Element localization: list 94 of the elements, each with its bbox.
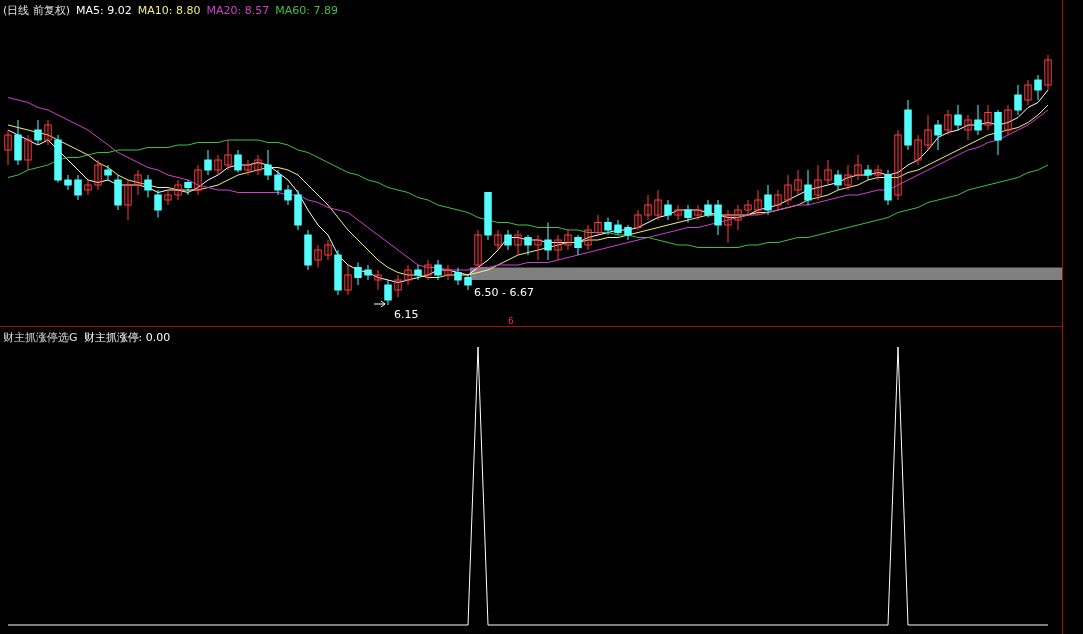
candlestick [284, 184, 292, 206]
candlestick [574, 234, 582, 256]
candlestick [174, 179, 182, 201]
candlestick [534, 234, 542, 261]
candlestick [744, 199, 752, 216]
candlestick [984, 104, 992, 131]
candlestick [554, 234, 562, 261]
candlestick [1044, 54, 1052, 91]
candlestick [834, 169, 842, 191]
candlestick [774, 189, 782, 211]
candlestick [264, 149, 272, 181]
candlestick [1034, 74, 1042, 101]
candlestick [424, 259, 432, 281]
candlestick [1024, 79, 1032, 106]
candlestick [154, 189, 162, 218]
title: (日线 前复权) MA5: 9.02 MA10: 8.80 MA20: 8.57 MA60: 7.89 [3, 4, 338, 17]
candlestick [914, 134, 922, 166]
candlestick [644, 194, 652, 221]
candlestick [34, 119, 42, 146]
candlestick [784, 174, 792, 206]
candlestick [714, 199, 722, 236]
band-label: 6.50 - 6.67 [474, 286, 534, 299]
candlestick [374, 269, 382, 291]
annotation: 6.15 [394, 308, 419, 321]
candlestick [124, 179, 132, 221]
candlestick [194, 164, 202, 196]
candlestick [224, 139, 232, 171]
candlestick [324, 239, 332, 261]
candlestick [94, 159, 102, 191]
candlestick [674, 204, 682, 221]
candlestick [854, 154, 862, 181]
candlestick [794, 169, 802, 196]
candlestick [494, 229, 502, 251]
candlestick [764, 184, 772, 216]
candlestick [134, 169, 142, 196]
candlestick [584, 224, 592, 251]
candlestick [4, 129, 12, 166]
candlestick [944, 109, 952, 136]
candlestick [314, 244, 322, 268]
candlestick [84, 179, 92, 196]
candlestick [164, 189, 172, 206]
candlestick [404, 264, 412, 286]
candlestick [694, 204, 702, 221]
candlestick [214, 154, 222, 176]
candlestick [1004, 104, 1012, 136]
candlestick [804, 169, 812, 206]
candlestick [954, 104, 962, 131]
candlestick [474, 229, 482, 271]
candlestick [924, 114, 932, 151]
candlestick [64, 174, 72, 191]
candlestick [184, 179, 192, 196]
candlestick [824, 159, 832, 186]
candlestick [724, 209, 732, 243]
candlestick [654, 189, 662, 221]
candlestick [1014, 84, 1022, 116]
candlestick [934, 119, 942, 151]
candlestick [684, 204, 692, 223]
candlestick [24, 134, 32, 171]
candlestick [894, 129, 902, 201]
candlestick [74, 174, 82, 201]
candlestick [274, 169, 282, 196]
candlestick [974, 104, 982, 136]
title: 财主抓涨停选G 财主抓涨停: 0.00 [3, 331, 171, 344]
candlestick [254, 154, 262, 176]
candlestick [244, 159, 252, 176]
candlestick [544, 222, 552, 261]
candlestick [384, 279, 392, 306]
candlestick [844, 164, 852, 191]
candlestick [864, 164, 872, 181]
candlestick [964, 114, 972, 141]
annotation: 6 [508, 316, 514, 326]
candlestick [564, 229, 572, 251]
candlestick [504, 229, 512, 251]
candlestick [754, 189, 762, 216]
candlestick [874, 164, 882, 181]
candlestick [734, 204, 742, 231]
candlestick [354, 262, 362, 286]
candlestick [444, 264, 452, 281]
candlestick [344, 264, 352, 296]
candlestick [234, 149, 242, 173]
candlestick [394, 274, 402, 298]
candlestick [44, 119, 52, 146]
candlestick [594, 214, 602, 236]
candlestick [814, 164, 822, 201]
candlestick [524, 234, 532, 256]
candlestick [514, 229, 522, 256]
candlestick [204, 149, 212, 176]
candlestick [414, 264, 422, 281]
candlestick [364, 264, 372, 281]
candlestick [144, 174, 152, 198]
candlestick [664, 199, 672, 221]
candlestick [104, 164, 112, 181]
candlestick [634, 209, 642, 231]
candlestick [434, 259, 442, 281]
